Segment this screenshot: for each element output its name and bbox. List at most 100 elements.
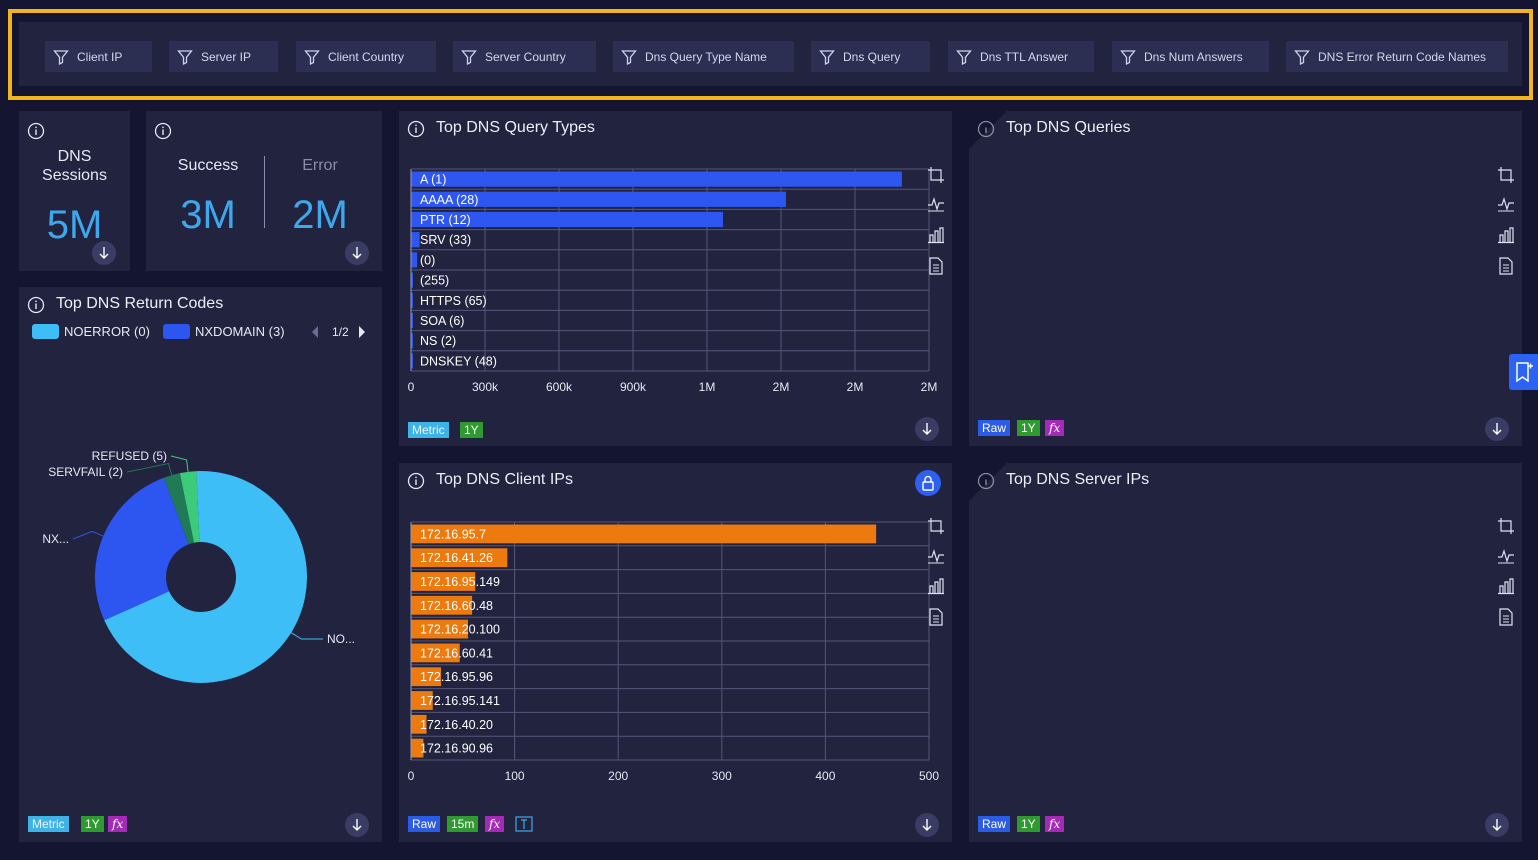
filter-chip-client-country[interactable]: Client Country — [296, 41, 436, 72]
download-button[interactable] — [92, 241, 116, 265]
success-value: 3M — [180, 193, 236, 237]
bar[interactable] — [411, 524, 877, 544]
line-chart-tool-button[interactable] — [927, 195, 945, 213]
x-tick-label: 300 — [712, 769, 732, 783]
chevron-left-icon[interactable] — [309, 325, 321, 339]
bar[interactable] — [411, 548, 508, 568]
x-tick-label: 0 — [408, 769, 415, 783]
panel-title: Top DNS Server IPs — [1006, 471, 1150, 488]
bar[interactable] — [411, 191, 786, 207]
document-tool-button[interactable] — [927, 608, 945, 626]
bar[interactable] — [411, 312, 413, 329]
time-range-tag: 1Y — [1017, 420, 1040, 436]
filter-chip-dns-error-return-code-names[interactable]: DNS Error Return Code Names — [1286, 41, 1508, 72]
bar-label: SOA (6) — [420, 314, 464, 328]
bar[interactable] — [411, 691, 433, 710]
filter-chip-server-ip[interactable]: Server IP — [169, 41, 278, 72]
document-tool-button[interactable] — [927, 257, 945, 275]
return-codes-donut-chart: NO... NX... SERVFAIL (2) REFUSED (5) — [42, 449, 355, 683]
chevron-right-icon[interactable] — [356, 325, 368, 339]
fx-tag[interactable]: fx — [1045, 816, 1065, 832]
bar-label: 172.16.60.41 — [420, 646, 493, 660]
line-chart-tool-button[interactable] — [1497, 195, 1515, 213]
bar[interactable] — [411, 232, 420, 248]
download-button[interactable] — [1485, 813, 1509, 837]
pie-slice[interactable] — [104, 471, 308, 683]
fx-tag[interactable]: fx — [108, 816, 128, 832]
download-button[interactable] — [1485, 417, 1509, 441]
filter-chip-client-ip[interactable]: Client IP — [45, 41, 152, 72]
fx-tag[interactable]: fx — [1045, 420, 1065, 436]
pie-slice[interactable] — [163, 473, 195, 545]
crop-tool-button[interactable] — [1497, 166, 1515, 184]
info-icon[interactable] — [27, 296, 45, 314]
bar-chart-tool-button[interactable] — [927, 226, 945, 244]
slice-leader-line — [126, 462, 173, 476]
sessions-value: 5M — [46, 203, 103, 247]
document-icon — [1499, 257, 1513, 275]
filter-bar-inner: Client IP Server IP Client Country Serve… — [19, 22, 1522, 86]
legend-swatch — [32, 324, 59, 339]
arrow-down-icon — [1492, 423, 1502, 435]
time-range-tag: 1Y — [81, 816, 104, 832]
bar-chart-tool-button[interactable] — [1497, 226, 1515, 244]
info-icon[interactable] — [407, 472, 425, 490]
line-chart-tool-button[interactable] — [927, 547, 945, 565]
bar-label: 172.16.20.100 — [420, 623, 500, 637]
bar[interactable] — [411, 292, 413, 308]
crop-icon — [1498, 167, 1514, 183]
table-icon[interactable] — [515, 816, 533, 832]
bar[interactable] — [411, 353, 413, 369]
bar[interactable] — [411, 272, 413, 288]
bar[interactable] — [411, 595, 473, 615]
filter-chip-server-country[interactable]: Server Country — [453, 41, 596, 72]
download-button[interactable] — [915, 813, 939, 837]
bar-label: AAAA (28) — [420, 193, 478, 207]
bar-chart-tool-button[interactable] — [927, 577, 945, 595]
crop-tool-button[interactable] — [927, 166, 945, 184]
info-icon[interactable] — [407, 120, 425, 138]
download-button[interactable] — [915, 417, 939, 441]
bar[interactable] — [411, 738, 424, 758]
line-chart-tool-button[interactable] — [1497, 547, 1515, 565]
download-button[interactable] — [345, 813, 369, 837]
arrow-down-icon — [352, 819, 362, 831]
filter-icon — [461, 49, 477, 65]
info-icon[interactable] — [977, 120, 995, 138]
bar[interactable] — [411, 333, 413, 349]
bar[interactable] — [411, 252, 418, 268]
bar[interactable] — [411, 667, 442, 687]
filter-chip-dns-query[interactable]: Dns Query — [811, 41, 930, 72]
bar[interactable] — [411, 572, 476, 591]
fx-tag[interactable]: fx — [485, 816, 505, 832]
bar-chart-tool-button[interactable] — [1497, 577, 1515, 595]
pie-slice[interactable] — [94, 477, 189, 621]
filter-chip-dns-num-answers[interactable]: Dns Num Answers — [1112, 41, 1269, 72]
filter-chip-label: Server Country — [485, 49, 566, 64]
info-icon[interactable] — [154, 122, 172, 140]
document-tool-button[interactable] — [1497, 608, 1515, 626]
crop-tool-button[interactable] — [927, 517, 945, 535]
info-icon[interactable] — [27, 122, 45, 140]
filter-chip-dns-ttl-answer[interactable]: Dns TTL Answer — [948, 41, 1094, 72]
document-tool-button[interactable] — [1497, 257, 1515, 275]
legend-item[interactable]: NOERROR (0) — [32, 324, 150, 339]
crop-icon — [1498, 518, 1514, 534]
info-icon[interactable] — [977, 472, 995, 490]
legend-item[interactable]: NXDOMAIN (3) — [163, 324, 285, 339]
bar[interactable] — [411, 643, 460, 663]
bar[interactable] — [411, 619, 468, 639]
download-button[interactable] — [345, 241, 369, 265]
filter-chip-dns-query-type-name[interactable]: Dns Query Type Name — [613, 41, 794, 72]
crop-icon — [928, 518, 944, 534]
crop-tool-button[interactable] — [1497, 517, 1515, 535]
error-value: 2M — [292, 193, 348, 237]
bar[interactable] — [411, 714, 427, 734]
pie-slice[interactable] — [179, 471, 200, 543]
bar[interactable] — [411, 211, 724, 228]
bar[interactable] — [411, 171, 902, 187]
lock-button[interactable] — [915, 470, 941, 496]
bookmark-side-button[interactable] — [1509, 354, 1538, 390]
filter-chip-label: Client Country — [328, 49, 405, 64]
filter-icon — [819, 49, 835, 65]
